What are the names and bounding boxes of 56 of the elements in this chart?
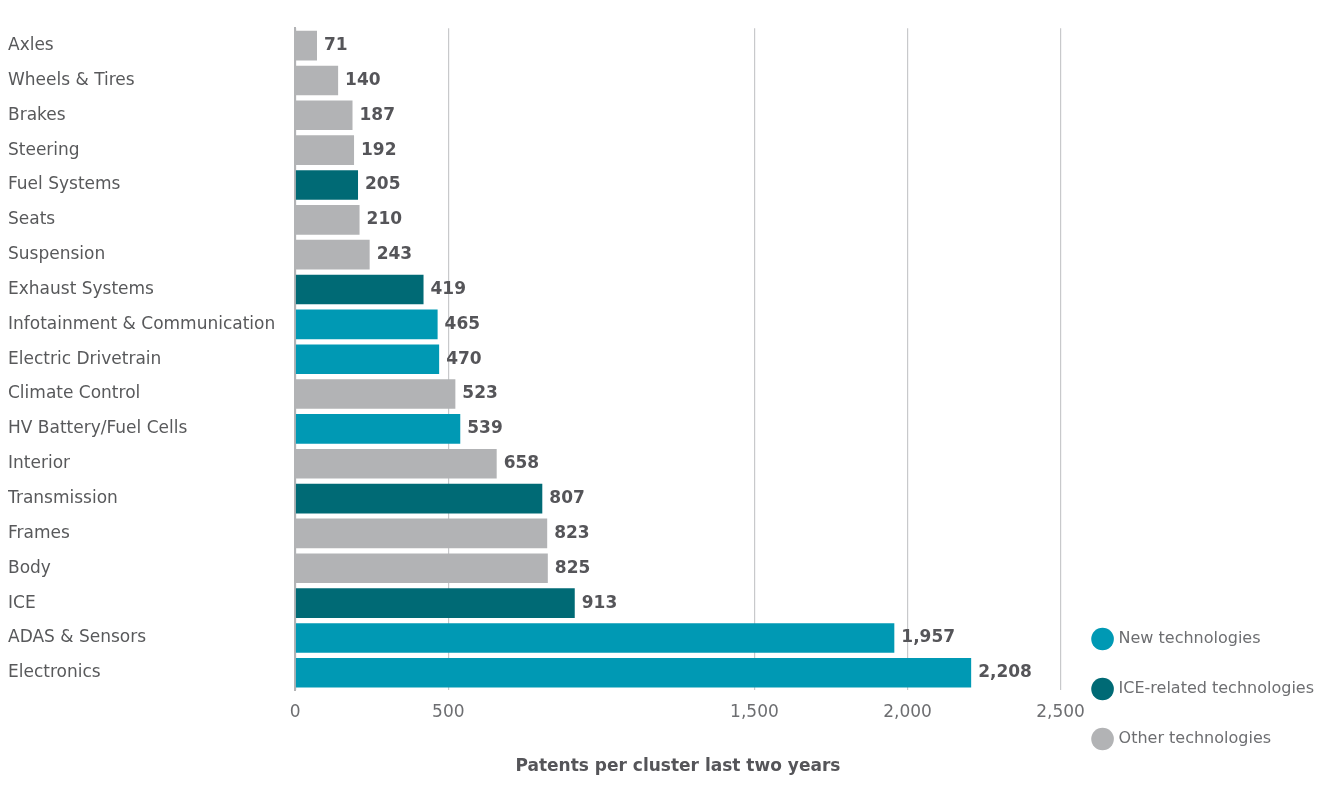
bar	[295, 344, 440, 375]
y-tick-label: Exhaust Systems	[8, 277, 155, 298]
x-tick-label: 2,500	[1036, 700, 1085, 721]
y-tick-label: Electric Drivetrain	[8, 347, 162, 368]
y-tick-label: Infotainment & Communication	[8, 312, 276, 333]
y-tick-label: Electronics	[8, 661, 101, 682]
x-tick-label: 0	[289, 700, 301, 721]
data-label: 523	[462, 382, 498, 403]
data-label: 825	[554, 556, 591, 577]
bar	[295, 657, 972, 688]
y-tick-label: Seats	[8, 208, 56, 229]
data-label: 419	[430, 277, 467, 298]
data-label: 192	[361, 138, 397, 159]
x-tick-label: 500	[432, 700, 465, 721]
data-label: 913	[581, 591, 618, 612]
bar	[295, 588, 575, 618]
bar	[295, 309, 438, 340]
y-tick-label: Climate Control	[8, 382, 141, 403]
y-tick-label: Fuel Systems	[8, 173, 121, 194]
data-label: 658	[503, 452, 540, 473]
y-tick-label: Brakes	[8, 103, 66, 124]
y-tick-label: HV Battery/Fuel Cells	[8, 417, 188, 438]
bar	[295, 623, 895, 653]
bar	[295, 274, 424, 305]
legend-label: New technologies	[1118, 628, 1261, 648]
y-tick-label: ADAS & Sensors	[8, 626, 147, 647]
data-label: 210	[366, 208, 403, 229]
legend-label: Other technologies	[1118, 728, 1272, 748]
data-label: 807	[549, 486, 585, 507]
y-tick-label: Suspension	[8, 243, 106, 264]
y-tick-label: Axles	[8, 34, 54, 55]
bar	[295, 414, 461, 444]
x-axis-title: Patents per cluster last two years	[515, 755, 841, 776]
data-label: 187	[359, 103, 396, 124]
data-label: 539	[467, 417, 503, 438]
data-label: 71	[324, 34, 348, 55]
data-label: 470	[446, 347, 482, 368]
y-tick-label: Frames	[8, 521, 70, 542]
data-label: 243	[376, 243, 413, 264]
y-tick-label: ICE	[8, 591, 36, 612]
data-label: 1,957	[901, 626, 956, 647]
legend-label: ICE-related technologies	[1118, 678, 1314, 698]
y-tick-label: Interior	[8, 452, 71, 473]
data-label: 465	[444, 312, 481, 333]
data-label: 823	[554, 521, 590, 542]
data-label: 205	[365, 173, 401, 194]
bar	[295, 170, 359, 200]
x-tick-label: 2,000	[883, 700, 932, 721]
data-label: 140	[345, 68, 381, 89]
data-label: 2,208	[978, 661, 1032, 682]
y-tick-label: Body	[8, 556, 51, 577]
y-tick-label: Wheels & Tires	[8, 68, 135, 89]
x-tick-label: 1,500	[730, 700, 779, 721]
y-tick-label: Steering	[8, 138, 80, 159]
y-tick-label: Transmission	[7, 486, 118, 507]
bar	[295, 483, 543, 514]
